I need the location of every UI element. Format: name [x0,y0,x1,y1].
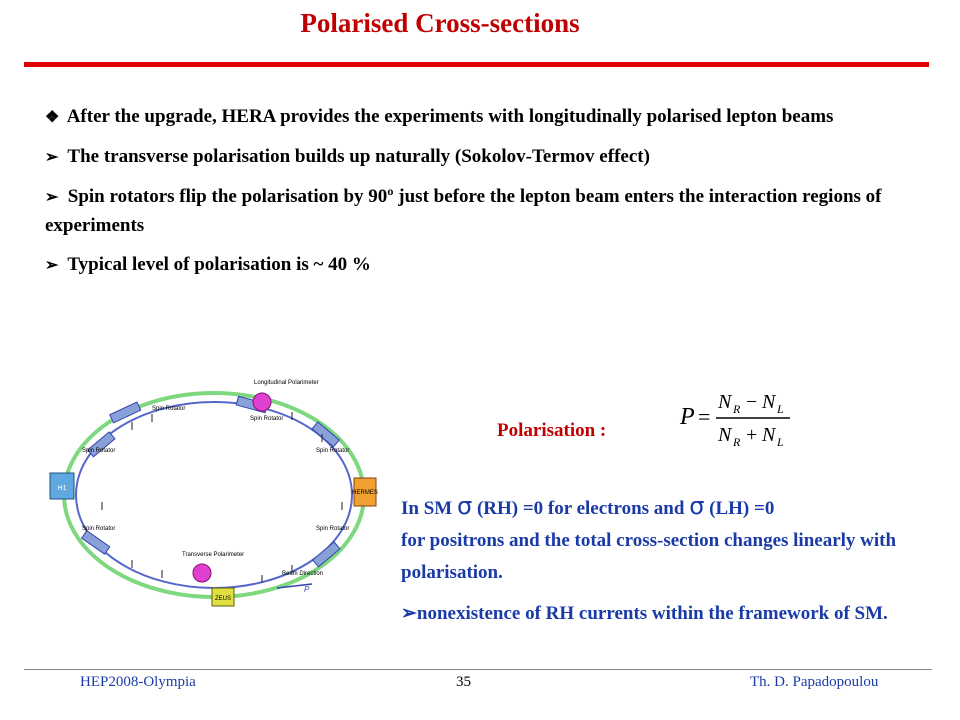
spin-rotator-magnet [86,431,116,458]
hermes-label: HERMES [352,490,378,496]
arrow-bullet-icon: ➢ [45,189,59,206]
spin-rotator-magnet [109,401,142,424]
inner-ring [75,401,353,589]
bullet-list: ❖ After the upgrade, HERA provides the e… [45,103,905,291]
sigma-symbol: σ [456,492,473,520]
title-underline [24,62,929,67]
spin-rotator-magnet [311,421,341,448]
page-number: 35 [456,674,471,690]
formula-nl: N [761,391,777,413]
formula-lhs: P [679,404,695,430]
sm-line-1: In SM σ (RH) =0 for electrons and σ (LH)… [401,490,951,525]
formula-plus: + [746,424,757,446]
arrow-bullet-icon: ➢ [45,149,59,166]
bullet-item: ❖ After the upgrade, HERA provides the e… [45,103,905,132]
spin-rotator-label: Spin Rotator [82,526,115,532]
bullet-item: ➢ Typical level of polarisation is ~ 40 … [45,251,905,280]
sm-bullet: ➢nonexistence of RH currents within the … [401,599,951,629]
sm-text: In SM [401,498,453,519]
formula-nl: N [761,424,777,446]
bullet-item: ➢ The transverse polarisation builds up … [45,143,905,172]
bullet-text: After the upgrade, HERA provides the exp… [66,106,834,127]
arrow-bullet-icon: ➢ [401,603,417,624]
footer-conference: HEP2008-Olympia [80,674,196,690]
h1-detector-box [49,472,75,500]
spin-rotator-label: Spin Rotator [250,416,283,422]
formula-r-sub: R [732,402,741,416]
arrow-bullet-icon: ➢ [45,257,59,274]
transverse-polarimeter-marker [192,563,212,583]
footer-author: Th. D. Papadopoulou [750,674,879,690]
zeus-label: ZEUS [215,596,231,602]
formula-nr: N [717,391,733,413]
longitudinal-polarimeter-marker [252,392,272,412]
sm-bullet-text: nonexistence of RH currents within the f… [416,603,888,624]
diamond-bullet-icon: ❖ [45,109,60,126]
h1-label: H1 [58,485,67,492]
zeus-detector-box [211,587,235,607]
spin-rotator-magnet [80,529,111,555]
spin-rotator-magnet [311,541,341,568]
formula-r-sub: R [732,435,741,449]
beam-direction-arrow [276,583,313,589]
spin-rotator-label: Spin Rotator [316,448,349,454]
polarisation-label: Polarisation : [497,420,607,441]
polarisation-formula: P = N R − N L N R + N L [679,391,790,449]
polarisation-arrows [101,412,343,583]
sm-line-2: for positrons and the total cross-sectio… [401,530,897,583]
formula-l-sub: L [776,435,784,449]
bullet-text: The transverse polarisation builds up na… [67,146,650,167]
beam-direction-label: Beam Direction [282,571,323,577]
formula-nr: N [717,424,733,446]
bullet-item: ➢ Spin rotators flip the polarisation by… [45,183,905,240]
transverse-polarimeter-label: Transverse Polarimeter [182,552,244,558]
hera-ring-diagram: H1 HERMES ZEUS Longitudinal Polarimeter … [49,380,378,607]
footer-rule [24,669,932,670]
hermes-detector-box [353,477,377,507]
formula-equals: = [698,404,710,429]
sigma-symbol: σ [689,492,705,520]
formula-minus: − [746,391,757,413]
slide-title: Polarised Cross-sections [300,8,580,38]
spin-rotator-label: Spin Rotator [152,406,185,412]
bullet-text: Typical level of polarisation is ~ 40 % [67,254,371,275]
spin-rotator-label: Spin Rotator [82,448,115,454]
sm-text: (LH) =0 [709,498,775,519]
sm-text: (RH) =0 for electrons and [476,498,685,519]
sm-explanation: In SM σ (RH) =0 for electrons and σ (LH)… [401,490,951,629]
polarisation-vector-label: P [304,585,310,594]
longitudinal-polarimeter-label: Longitudinal Polarimeter [254,380,319,386]
bullet-text: Spin rotators flip the polarisation by 9… [45,186,882,236]
formula-l-sub: L [776,402,784,416]
spin-rotator-label: Spin Rotator [316,526,349,532]
